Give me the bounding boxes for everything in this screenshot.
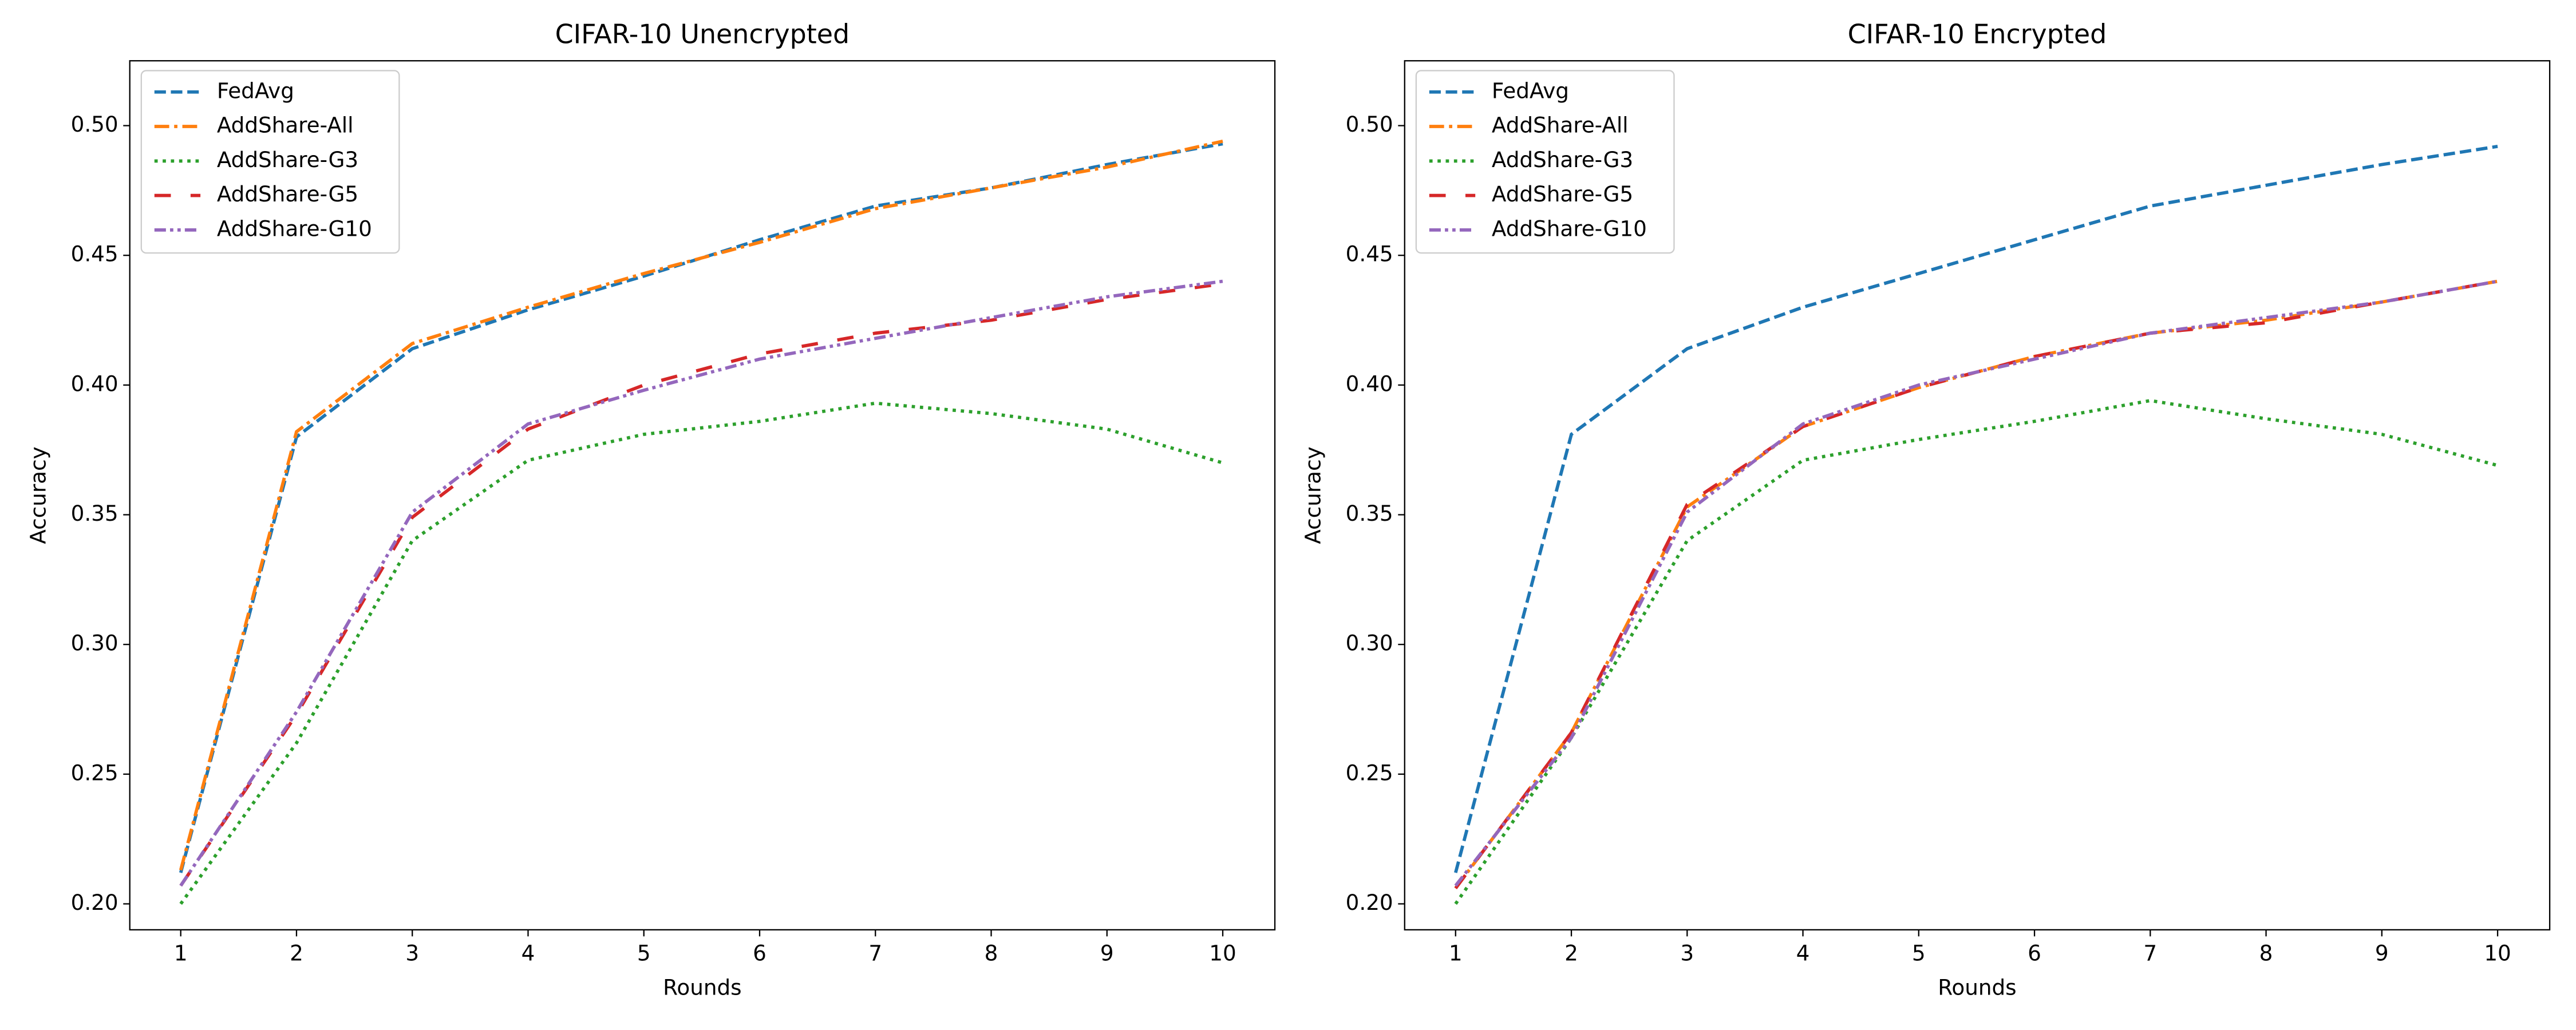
y-tick-label: 0.25 — [71, 760, 118, 785]
y-tick-label: 0.45 — [71, 241, 118, 267]
x-tick-label: 5 — [1912, 940, 1926, 965]
x-tick-label: 5 — [637, 940, 651, 965]
y-axis-label: Accuracy — [1300, 446, 1325, 544]
y-tick-label: 0.25 — [1346, 760, 1393, 785]
x-tick-label: 3 — [1680, 940, 1694, 965]
x-tick-label: 1 — [1449, 940, 1463, 965]
legend-label: AddShare-G3 — [1492, 147, 1633, 172]
series-line — [179, 282, 1223, 887]
x-tick-label: 10 — [2484, 940, 2511, 965]
series-line — [179, 401, 1223, 905]
x-tick-label: 3 — [405, 940, 419, 965]
legend-label: FedAvg — [1492, 78, 1569, 103]
y-tick-label: 0.20 — [1346, 890, 1393, 915]
chart-title: CIFAR-10 Encrypted — [1848, 19, 2107, 50]
plot-frame — [1404, 60, 2551, 931]
x-tick-label: 9 — [2375, 940, 2389, 965]
x-tick-label: 8 — [2259, 940, 2273, 965]
legend-label: AddShare-All — [1492, 113, 1629, 138]
x-tick-label: 4 — [521, 940, 535, 965]
y-tick-label: 0.35 — [1346, 501, 1393, 526]
legend-label: AddShare-G10 — [217, 216, 372, 241]
series-line — [1454, 279, 2498, 887]
legend-label: AddShare-G5 — [217, 181, 358, 207]
series-line — [179, 279, 1223, 887]
legend-box — [1415, 70, 1675, 254]
x-tick-label: 7 — [2143, 940, 2157, 965]
chart-title: CIFAR-10 Unencrypted — [555, 19, 850, 50]
x-axis-label: Rounds — [663, 975, 741, 1000]
legend-label: AddShare-G5 — [1492, 181, 1633, 207]
legend-box — [140, 70, 400, 254]
legend-label: FedAvg — [217, 78, 294, 103]
legend-label: AddShare-G3 — [217, 147, 358, 172]
y-tick-label: 0.30 — [1346, 631, 1393, 656]
x-tick-label: 1 — [174, 940, 188, 965]
x-tick-label: 4 — [1796, 940, 1810, 965]
legend-label: AddShare-All — [217, 113, 354, 138]
x-tick-label: 7 — [868, 940, 882, 965]
x-axis-label: Rounds — [1938, 975, 2016, 1000]
y-tick-label: 0.50 — [1346, 112, 1393, 137]
legend-label: AddShare-G10 — [1492, 216, 1647, 241]
x-tick-label: 6 — [2028, 940, 2041, 965]
x-tick-label: 9 — [1100, 940, 1114, 965]
x-tick-label: 10 — [1209, 940, 1236, 965]
y-tick-label: 0.20 — [71, 890, 118, 915]
y-tick-label: 0.30 — [71, 631, 118, 656]
series-line — [179, 139, 1223, 871]
y-tick-label: 0.40 — [71, 371, 118, 396]
plot-frame — [129, 60, 1276, 931]
y-tick-label: 0.40 — [1346, 371, 1393, 396]
x-tick-label: 2 — [290, 940, 303, 965]
y-tick-label: 0.35 — [71, 501, 118, 526]
x-tick-label: 8 — [985, 940, 998, 965]
x-tick-label: 2 — [1564, 940, 1578, 965]
y-tick-label: 0.50 — [71, 112, 118, 137]
x-tick-label: 6 — [753, 940, 767, 965]
y-tick-label: 0.45 — [1346, 241, 1393, 267]
y-axis-label: Accuracy — [25, 446, 50, 544]
series-line — [1454, 399, 2498, 905]
series-line — [1453, 144, 2498, 873]
